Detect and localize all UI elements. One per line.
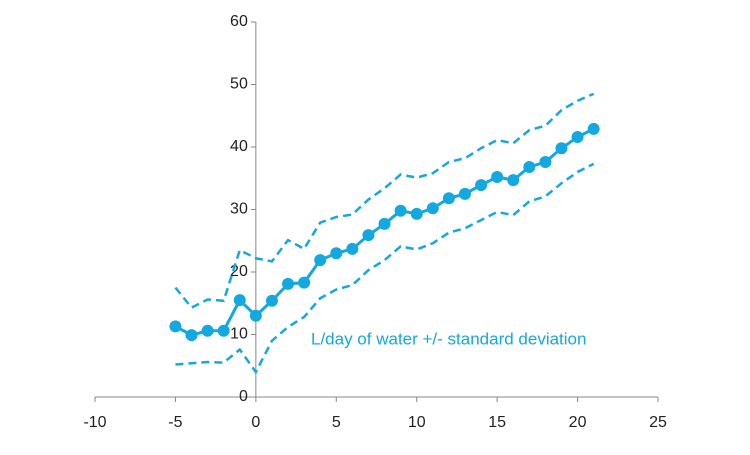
x-tick-label: -10: [83, 414, 106, 431]
x-tick-label: 0: [251, 414, 260, 431]
data-point: [491, 171, 504, 183]
y-tick-label: 30: [230, 201, 248, 218]
data-point: [346, 242, 359, 255]
data-point: [442, 192, 455, 205]
data-point: [314, 254, 327, 267]
data-point: [233, 294, 246, 307]
data-point: [571, 131, 584, 143]
y-tick-label: 60: [230, 13, 248, 30]
y-tick-label: 50: [230, 76, 248, 93]
x-tick-label: 25: [649, 414, 667, 431]
y-tick-label: 20: [230, 263, 248, 280]
data-point: [458, 187, 471, 200]
data-point: [410, 207, 423, 220]
data-point: [265, 294, 278, 307]
x-tick-label: 10: [408, 414, 426, 431]
data-point: [587, 122, 600, 135]
y-tick-label: 10: [230, 326, 248, 343]
data-point: [249, 309, 262, 322]
data-point: [330, 247, 343, 260]
data-point: [217, 324, 230, 337]
data-point: [394, 204, 407, 217]
data-point: [298, 276, 311, 289]
data-point: [378, 217, 391, 230]
data-point: [362, 229, 375, 242]
x-tick-label: -5: [168, 414, 182, 431]
data-point: [539, 156, 552, 168]
data-point: [169, 320, 182, 333]
x-tick-label: 20: [569, 414, 587, 431]
data-point: [475, 179, 488, 192]
x-tick-label: 5: [332, 414, 341, 431]
data-point: [507, 174, 520, 187]
data-point: [201, 324, 214, 337]
data-point: [555, 142, 568, 155]
data-point: [282, 277, 295, 290]
y-tick-label: 40: [230, 138, 248, 155]
annotation: L/day of water +/- standard deviation: [311, 329, 586, 348]
band-line: [175, 162, 595, 375]
data-point: [426, 202, 439, 215]
x-tick-label: 15: [488, 414, 506, 431]
data-point: [523, 161, 536, 173]
band-line: [174, 92, 595, 310]
y-tick-label: 0: [239, 388, 248, 405]
data-point: [185, 329, 198, 342]
